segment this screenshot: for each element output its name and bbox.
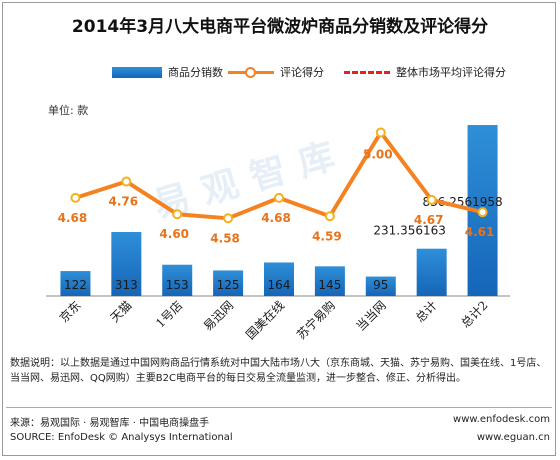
bar-value-label-5: 145 [318, 278, 341, 292]
footer-row-2: SOURCE: EnfoDesk © Analysys Internationa… [10, 432, 550, 443]
bar-value-label-3: 125 [217, 278, 240, 292]
score-point-5 [324, 211, 335, 222]
legend-bar-label: 商品分销数 [168, 66, 223, 79]
score-label-6: 5.00 [363, 147, 393, 161]
bar-value-label-2: 153 [166, 278, 189, 292]
score-label-4: 4.68 [261, 211, 291, 225]
legend-item-bars: 商品分销数 [112, 64, 223, 80]
source-cn: 来源：易观国际 · 易观智库 · 中国电商操盘手 [10, 418, 210, 429]
score-point-2 [172, 209, 183, 220]
x-tick-label-8: 总计2 [458, 298, 490, 330]
x-tick-label-7: 总计 [413, 298, 440, 325]
line-value-labels: 4.68 4.76 4.60 4.58 4.68 4.59 5.00 4.67 4.61 [58, 147, 495, 245]
url-eguan[interactable]: www.eguan.cn [476, 432, 550, 443]
x-tick-label-1: 天猫 [108, 298, 135, 325]
x-tick-label-0: 京东 [57, 298, 84, 325]
x-tick-label-2: 1号店 [153, 298, 185, 330]
x-tick-label-3: 易迅网 [201, 298, 236, 333]
bar-series [60, 125, 498, 296]
chart-frame [2, 2, 556, 456]
legend-item-average: 整体市场平均评论得分 [344, 64, 506, 80]
score-label-7: 4.67 [414, 213, 444, 227]
line-series [70, 127, 488, 224]
bar-6 [365, 276, 396, 296]
score-point-8 [477, 207, 488, 218]
bar-3 [213, 270, 244, 296]
x-tick-label-6: 当当网 [354, 298, 389, 333]
bar-4 [264, 262, 294, 296]
x-tick-labels: 京东 天猫 1号店 易迅网 国美在线 苏宁易购 当当网 总计 总计2 [57, 298, 491, 343]
score-label-3: 4.58 [210, 231, 240, 245]
source-en: SOURCE: EnfoDesk © Analysys Internationa… [10, 432, 233, 443]
bar-value-labels: 122 313 153 125 164 145 95 231.356163 836.256195… [64, 195, 503, 292]
bar-value-label-1: 313 [115, 278, 138, 292]
score-label-5: 4.59 [312, 229, 342, 243]
legend-average-label: 整体市场平均评论得分 [396, 66, 506, 79]
score-label-2: 4.60 [159, 227, 189, 241]
bar-value-label-0: 122 [64, 278, 87, 292]
score-label-0: 4.68 [58, 211, 88, 225]
score-label-8: 4.61 [465, 225, 495, 239]
score-point-4 [274, 192, 284, 203]
legend-item-line: 评论得分 [228, 64, 324, 80]
bar-0 [60, 271, 91, 296]
score-point-6 [375, 127, 386, 138]
score-point-1 [121, 176, 132, 187]
x-tick-label-5: 苏宁易购 [293, 298, 338, 343]
chart-legend: 商品分销数 评论得分 整体市场平均评论得分 [0, 64, 560, 84]
bar-2 [162, 264, 193, 296]
legend-bar-swatch [112, 66, 162, 78]
bar-value-label-4: 164 [268, 278, 291, 292]
legend-average-swatch [344, 67, 390, 78]
legend-line-swatch [228, 66, 274, 78]
bar-7 [416, 248, 447, 296]
unit-label: 单位: 款 [48, 104, 89, 117]
bar-value-label-8: 836.2561958 [422, 195, 502, 209]
url-enfodesk[interactable]: www.enfodesk.com [453, 414, 550, 425]
chart-title: 2014年3月八大电商平台微波炉商品分销数及评论得分 [71, 17, 489, 37]
bar-value-label-7: 231.356163 [373, 224, 446, 238]
score-point-7 [426, 194, 437, 205]
bar-5 [314, 266, 345, 296]
data-note: 数据说明：以上数据是通过中国网购商品行情系统对中国大陆市场八大（京东商城、天猫、… [10, 358, 547, 384]
x-tick-label-4: 国美在线 [243, 298, 287, 342]
score-label-1: 4.76 [109, 195, 139, 209]
footer-row-1: 来源：易观国际 · 易观智库 · 中国电商操盘手 www.enfodesk.co… [10, 414, 550, 429]
bar-value-label-6: 95 [373, 278, 388, 292]
score-point-0 [70, 192, 81, 203]
score-point-3 [223, 213, 234, 224]
legend-line-label: 评论得分 [280, 66, 324, 79]
bar-1 [111, 232, 142, 296]
footer-divider [6, 407, 552, 408]
